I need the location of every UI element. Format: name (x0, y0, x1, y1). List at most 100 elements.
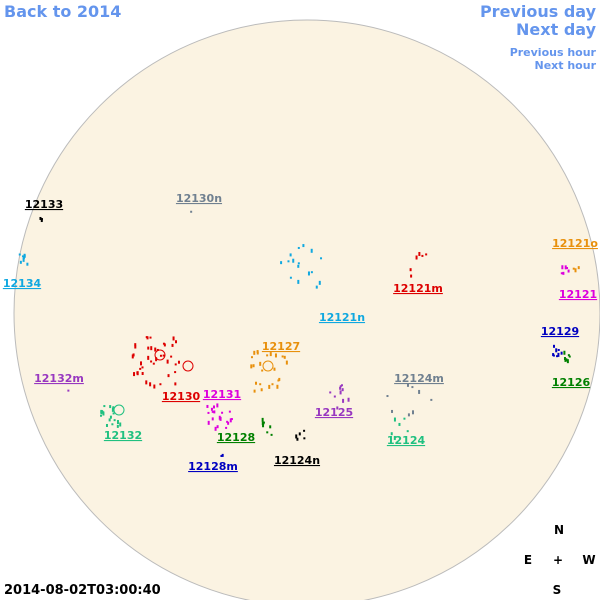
sunspot (390, 432, 393, 436)
region-label[interactable]: 12124m (394, 372, 444, 385)
sunspot (154, 347, 157, 352)
sunspot (418, 389, 421, 394)
sunspot (295, 434, 298, 439)
region-label[interactable]: 12128m (188, 460, 238, 473)
previous-day-link[interactable]: Previous day (480, 2, 597, 21)
sunspot (250, 356, 253, 359)
region-label[interactable]: 12126 (552, 376, 591, 389)
sunspot (140, 361, 143, 366)
sunspot (134, 345, 137, 349)
sunspot (172, 336, 175, 341)
sunspot (303, 437, 306, 440)
sunspot (221, 453, 224, 457)
back-link[interactable]: Back to 2014 (4, 2, 121, 21)
sunspot (131, 354, 134, 359)
sunspot (113, 419, 116, 422)
sunspot (21, 255, 24, 258)
sunspot (577, 266, 580, 270)
sunspot (563, 357, 566, 361)
sunspot (274, 353, 277, 358)
sunspot (216, 403, 219, 408)
sunspot (340, 384, 343, 387)
sunspot (341, 388, 344, 392)
sunspot (555, 348, 558, 353)
sunspot (149, 336, 152, 339)
sunspot (26, 262, 29, 266)
sunspot (211, 410, 214, 413)
sunspot (141, 371, 144, 375)
region-label[interactable]: 12132 (104, 429, 142, 442)
sunspot (162, 354, 165, 357)
sunspot (253, 350, 256, 355)
sunspot (318, 280, 321, 285)
sunspot (260, 388, 263, 392)
sunspot (281, 355, 284, 358)
sunspot (252, 364, 255, 368)
sunspot (229, 418, 232, 423)
sunspot (315, 285, 318, 289)
sunspot (159, 354, 162, 357)
sunspot (273, 368, 276, 371)
sunspot (112, 412, 115, 415)
sunspot (560, 351, 563, 355)
previous-hour-link[interactable]: Previous hour (510, 46, 597, 59)
region-label[interactable]: 12130 (162, 390, 201, 403)
sunspot (230, 418, 233, 421)
sunspot (278, 377, 281, 381)
sunspot (105, 423, 108, 427)
solar-disk (13, 19, 600, 600)
sunspot (150, 360, 153, 363)
sunspot (403, 417, 406, 420)
sunspot (207, 411, 210, 414)
sunspot (147, 346, 150, 350)
region-label[interactable]: 12125 (315, 406, 353, 419)
sunspot (111, 423, 114, 426)
sunspot (182, 360, 194, 372)
sunspot (226, 420, 229, 423)
region-label[interactable]: 12121o (552, 237, 598, 250)
sunspot (220, 454, 223, 457)
sunspot (207, 420, 210, 425)
sunspot (566, 359, 569, 364)
sunspot (339, 390, 342, 395)
sunspot (141, 366, 144, 369)
region-label[interactable]: 12131 (203, 388, 241, 401)
sunspot (163, 343, 166, 347)
compass-east: E (524, 553, 532, 567)
sunspot (262, 421, 265, 425)
sunspot (154, 349, 166, 361)
region-label[interactable]: 12130n (176, 192, 222, 205)
sunspot (566, 267, 569, 270)
sunspot (221, 411, 224, 414)
region-label[interactable]: 12134 (3, 277, 42, 290)
region-label[interactable]: 12133 (25, 198, 63, 211)
sunspot (270, 433, 273, 436)
sunspot (297, 246, 300, 249)
sunspot (212, 405, 215, 409)
next-hour-link[interactable]: Next hour (535, 59, 597, 72)
region-label[interactable]: 12121n (319, 311, 365, 324)
region-label[interactable]: 12121 (559, 288, 597, 301)
sunspot (171, 343, 174, 347)
sunspot (216, 425, 219, 429)
region-label[interactable]: 12132m (34, 372, 84, 385)
timestamp: 2014-08-02T03:00:40 (4, 583, 161, 598)
region-label[interactable]: 12121m (393, 282, 443, 295)
sunspot (574, 268, 577, 273)
sunspot (273, 367, 276, 370)
sunspot (567, 354, 570, 357)
sunspot (556, 355, 559, 358)
sunspot (339, 385, 342, 388)
sunspot (386, 395, 389, 398)
sunspot (407, 413, 410, 417)
region-label[interactable]: 12128 (217, 431, 255, 444)
sunspot (206, 404, 209, 408)
sunspot (190, 210, 193, 213)
sunspot (421, 254, 424, 257)
sunspot (266, 354, 269, 357)
region-label[interactable]: 12127 (262, 340, 300, 353)
region-label[interactable]: 12124 (387, 434, 426, 447)
next-day-link[interactable]: Next day (516, 20, 597, 39)
region-label[interactable]: 12124n (274, 454, 320, 467)
region-label[interactable]: 12129 (541, 325, 579, 338)
